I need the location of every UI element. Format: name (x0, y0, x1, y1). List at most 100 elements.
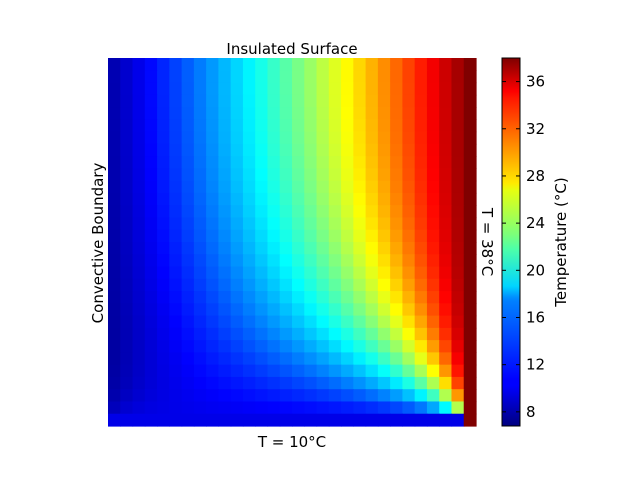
heatmap-cell (316, 94, 330, 108)
heatmap-cell (353, 303, 367, 317)
heatmap-cell (463, 119, 477, 133)
heatmap-cell (157, 364, 170, 378)
heatmap-cell (463, 242, 477, 255)
heatmap-cell (439, 107, 453, 120)
heatmap-cell (120, 94, 134, 108)
heatmap-cell (451, 168, 465, 182)
heatmap-cell (451, 192, 465, 206)
heatmap-cell (402, 352, 416, 366)
heatmap-cell (169, 217, 183, 231)
heatmap-cell (353, 315, 367, 329)
heatmap-cell (426, 376, 440, 390)
heatmap-cell (120, 291, 134, 304)
heatmap-cell (439, 192, 453, 206)
heatmap-cell (181, 94, 195, 108)
heatmap-cell (157, 131, 170, 145)
heatmap-cell (181, 217, 195, 231)
heatmap-cell (365, 217, 379, 231)
heatmap-cell (292, 70, 305, 84)
heatmap-cell (193, 376, 207, 390)
heatmap-cell (218, 94, 232, 108)
heatmap-cell (377, 413, 391, 427)
heatmap-cell (402, 119, 416, 133)
heatmap-cell (144, 352, 158, 366)
heatmap-cell (267, 70, 281, 84)
heatmap-cell (414, 168, 428, 182)
heatmap-cell (328, 266, 342, 280)
heatmap-cell (328, 82, 342, 96)
heatmap-cell (304, 266, 318, 280)
heatmap-cell (279, 143, 293, 157)
heatmap-cell (230, 364, 244, 378)
heatmap-cell (255, 364, 269, 378)
heatmap-cell (402, 278, 416, 292)
heatmap-cell (451, 266, 465, 280)
heatmap-cell (267, 242, 281, 255)
heatmap-cell (377, 192, 391, 206)
heatmap-cell (193, 278, 207, 292)
heatmap-cell (206, 364, 219, 378)
heatmap-cell (341, 376, 354, 390)
heatmap-cell (218, 70, 232, 84)
heatmap-cell (292, 340, 305, 353)
heatmap-cell (304, 70, 318, 84)
heatmap-cell (451, 291, 465, 304)
heatmap-cell (181, 107, 195, 120)
heatmap-cell (390, 352, 403, 366)
heatmap-cell (144, 168, 158, 182)
heatmap-cell (353, 229, 367, 243)
heatmap-cell (132, 340, 146, 353)
heatmap-cell (144, 70, 158, 84)
heatmap-cell (108, 58, 121, 71)
heatmap-cell (414, 180, 428, 194)
heatmap-cell (304, 107, 318, 120)
heatmap-cell (279, 266, 293, 280)
heatmap-cell (242, 278, 256, 292)
heatmap-cell (255, 229, 269, 243)
heatmap-cell (157, 156, 170, 169)
heatmap-cell (230, 242, 244, 255)
heatmap-cell (390, 94, 403, 108)
heatmap-cell (206, 352, 219, 366)
heatmap-cell (439, 242, 453, 255)
heatmap-cell (169, 205, 183, 219)
heatmap-cell (279, 156, 293, 169)
heatmap-cell (230, 229, 244, 243)
heatmap-cell (206, 58, 219, 71)
heatmap-cell (341, 119, 354, 133)
heatmap-cell (255, 278, 269, 292)
heatmap-cell (181, 303, 195, 317)
heatmap-cell (157, 82, 170, 96)
heatmap-cell (365, 315, 379, 329)
heatmap-cell (169, 229, 183, 243)
heatmap-cell (328, 94, 342, 108)
heatmap-cell (132, 180, 146, 194)
heatmap-cell (451, 119, 465, 133)
heatmap-cell (120, 82, 134, 96)
heatmap-cell (402, 94, 416, 108)
heatmap-cell (267, 352, 281, 366)
heatmap-cell (108, 107, 121, 120)
heatmap-cell (341, 254, 354, 268)
heatmap-cell (451, 389, 465, 403)
heatmap-cell (157, 205, 170, 219)
heatmap-cell (439, 303, 453, 317)
heatmap-cell (451, 94, 465, 108)
heatmap-cell (292, 413, 305, 427)
heatmap-cell (206, 156, 219, 169)
heatmap-cell (120, 327, 134, 341)
heatmap-cell (144, 389, 158, 403)
heatmap-cell (304, 205, 318, 219)
heatmap-cell (463, 303, 477, 317)
heatmap-cell (157, 401, 170, 415)
heatmap-cell (316, 156, 330, 169)
heatmap-cell (193, 156, 207, 169)
heatmap-cell (353, 58, 367, 71)
heatmap-cell (341, 266, 354, 280)
heatmap-cell (206, 119, 219, 133)
heatmap-cell (414, 70, 428, 84)
heatmap-cell (463, 364, 477, 378)
heatmap-cell (267, 217, 281, 231)
heatmap-cell (328, 58, 342, 71)
heatmap-cell (279, 389, 293, 403)
